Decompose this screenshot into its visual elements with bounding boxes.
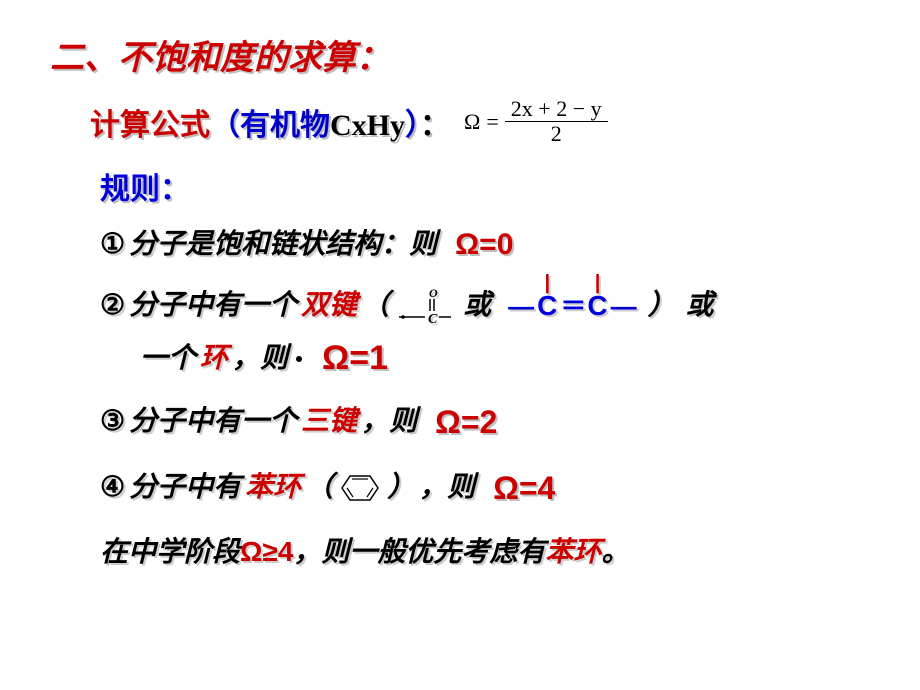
rule-1: ①分子是饱和链状结构：则 Ω=0: [100, 222, 880, 267]
rule2-or: 或: [463, 285, 491, 327]
paren-close: ）: [405, 109, 420, 142]
rule2-pclose: ）: [648, 285, 676, 327]
rule2-ring: 环: [200, 338, 228, 380]
summary-benzene: 苯环: [545, 537, 601, 568]
fraction-denominator: 2: [545, 122, 568, 146]
cc-double-bond-icon: — |C ＝ |C —: [501, 285, 643, 327]
svg-text:O: O: [429, 286, 438, 300]
rule2-text1: 分子中有一个: [129, 285, 297, 327]
carbonyl-icon: O C: [393, 285, 453, 327]
summary-t3: ，则一般优先考虑有: [293, 537, 545, 568]
dot-icon: [296, 356, 302, 362]
fraction: 2x + 2 − y 2: [505, 97, 608, 146]
rule2-omega: Ω=1: [322, 333, 388, 384]
rule4-marker: ④: [100, 467, 125, 509]
rule-4: ④分子中有苯环（ ），则 Ω=4: [100, 464, 880, 512]
rule-3: ③分子中有一个三键，则 Ω=2: [100, 398, 880, 446]
summary-line: 在中学阶段Ω≥4，则一般优先考虑有苯环。: [100, 530, 880, 570]
rule3-omega: Ω=2: [435, 398, 497, 446]
rule3-text2: ，则: [361, 401, 417, 443]
rule4-benzene-word: 苯环: [245, 467, 301, 509]
omega-formula: Ω = 2x + 2 − y 2: [464, 97, 608, 146]
rule2-line2-a: 一个: [140, 338, 196, 380]
summary-period: 。: [601, 537, 629, 568]
rule4-text2: ，则: [419, 467, 475, 509]
summary-t1: 在中学阶段: [100, 537, 240, 568]
rule-2-line2: 一个环，则 Ω=1: [140, 333, 880, 384]
summary-omega-ge4: Ω≥4: [240, 536, 293, 567]
svg-text:C: C: [428, 312, 438, 327]
rule3-marker: ③: [100, 401, 125, 443]
rule4-text1: 分子中有: [129, 467, 241, 509]
rule2-popen: （: [361, 285, 389, 327]
rule3-triplebond: 三键: [301, 401, 357, 443]
rule2-doublebond: 双键: [301, 285, 357, 327]
rule2-marker: ②: [100, 285, 125, 327]
label-prefix: 计算公式: [90, 109, 210, 142]
rule-2: ②分子中有一个双键（ O C 或 — |C ＝ |C — ） 或: [100, 285, 880, 327]
rule4-omega: Ω=4: [493, 464, 555, 512]
rule4-popen: （: [305, 467, 333, 509]
rule2-line2-c: ，则: [232, 338, 288, 380]
rule2-tail-or: 或: [686, 285, 714, 327]
label-cxhy: CxHy: [330, 109, 405, 142]
label-colon: ：: [420, 109, 450, 142]
rules-heading: 规则：: [100, 164, 880, 208]
rule1-omega: Ω=0: [455, 222, 513, 267]
benzene-icon: [337, 471, 383, 505]
section-title: 二、不饱和度的求算：: [50, 30, 880, 79]
fraction-numerator: 2x + 2 − y: [505, 97, 608, 122]
formula-equals: =: [486, 109, 498, 135]
rule1-text: 分子是饱和链状结构：则: [129, 224, 437, 266]
paren-open: （: [210, 109, 240, 142]
slide-container: 二、不饱和度的求算： 计算公式（有机物CxHy）： Ω = 2x + 2 − y…: [0, 0, 920, 690]
formula-label: 计算公式（有机物CxHy）：: [90, 100, 450, 144]
formula-row: 计算公式（有机物CxHy）： Ω = 2x + 2 − y 2: [90, 97, 880, 146]
rule4-pclose: ）: [387, 467, 415, 509]
rule1-marker: ①: [100, 224, 125, 266]
formula-omega: Ω: [464, 109, 480, 135]
rule3-text1: 分子中有一个: [129, 401, 297, 443]
label-organic: 有机物: [240, 109, 330, 142]
